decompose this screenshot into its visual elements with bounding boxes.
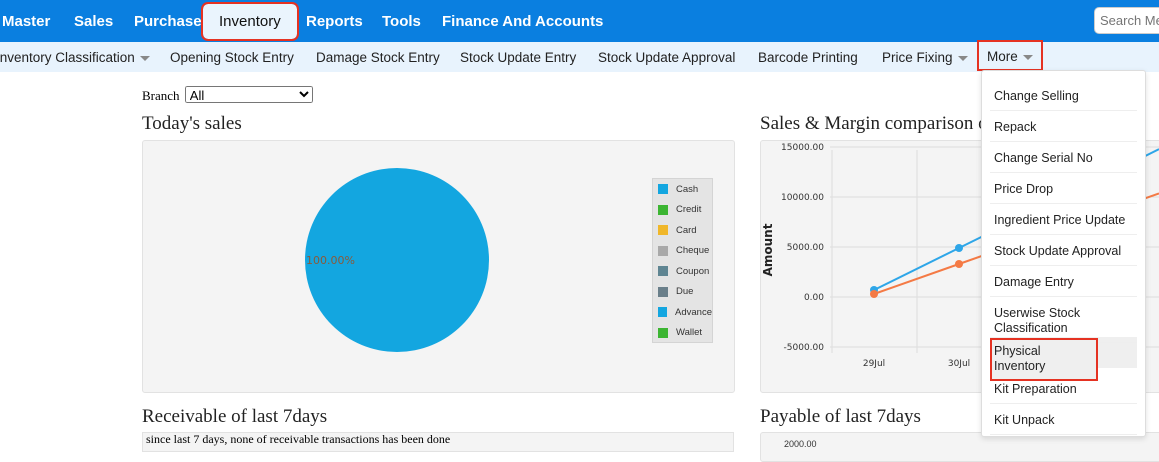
- receivable-message: since last 7 days, none of receivable tr…: [142, 432, 734, 452]
- top-navbar: Master Sales Purchase Inventory Reports …: [0, 0, 1159, 42]
- x-tick-label: 30Jul: [948, 359, 970, 369]
- more-menu-item-ingredient-price-update[interactable]: Ingredient Price Update: [990, 207, 1137, 235]
- sales-margin-title: Sales & Margin comparison of: [760, 113, 994, 134]
- subnav-opening-stock-entry[interactable]: Opening Stock Entry: [170, 50, 294, 65]
- label: More: [987, 49, 1018, 64]
- subnav-stock-update-approval[interactable]: Stock Update Approval: [598, 50, 736, 65]
- label: Inventory Classification: [0, 50, 135, 65]
- legend-label: Wallet: [676, 327, 703, 339]
- legend-swatch: [658, 327, 668, 338]
- legend-label: Cheque: [676, 245, 710, 257]
- legend-label: Coupon: [676, 265, 710, 277]
- caret-down-icon: [1022, 54, 1033, 60]
- nav-reports[interactable]: Reports: [306, 13, 363, 30]
- nav-finance-and-accounts[interactable]: Finance And Accounts: [442, 13, 604, 30]
- branch-select[interactable]: All: [184, 86, 313, 103]
- y-tick-label: 5000.00: [787, 243, 824, 253]
- legend-item-due[interactable]: Due: [653, 282, 712, 303]
- legend-swatch: [658, 286, 668, 297]
- data-point[interactable]: [955, 260, 963, 268]
- nav-inventory[interactable]: Inventory: [201, 2, 299, 41]
- more-menu-item-stock-update-approval[interactable]: Stock Update Approval: [990, 238, 1137, 266]
- legend-item-credit[interactable]: Credit: [653, 200, 712, 221]
- legend-swatch: [658, 184, 668, 195]
- more-menu-item-change-serial-no[interactable]: Change Serial No: [990, 145, 1137, 173]
- caret-down-icon: [957, 55, 968, 61]
- legend-label: Advance: [675, 306, 712, 318]
- label: Price Fixing: [882, 50, 953, 65]
- subnav-barcode-printing[interactable]: Barcode Printing: [758, 50, 858, 65]
- more-menu-item-kit-unpack[interactable]: Kit Unpack: [990, 407, 1137, 435]
- legend-swatch: [658, 204, 668, 215]
- subnav-damage-stock-entry[interactable]: Damage Stock Entry: [316, 50, 440, 65]
- pie-legend: Cash Credit Card Cheque Coupon Due Advance Wall…: [652, 178, 713, 343]
- y-axis-label: Amount: [761, 223, 775, 276]
- search-menu-input[interactable]: [1094, 7, 1159, 34]
- more-menu-item-damage-entry[interactable]: Damage Entry: [990, 269, 1137, 297]
- y-tick-label: 0.00: [804, 293, 824, 303]
- data-point[interactable]: [870, 290, 878, 298]
- more-menu-item-change-selling[interactable]: Change Selling: [990, 83, 1137, 111]
- nav-master[interactable]: Master: [2, 13, 51, 30]
- legend-swatch: [658, 245, 668, 256]
- pie-slice-label: 100.00%: [306, 254, 355, 267]
- sub-navbar: Inventory Classification Opening Stock E…: [0, 40, 1159, 72]
- legend-label: Due: [676, 286, 694, 298]
- subnav-stock-update-entry[interactable]: Stock Update Entry: [460, 50, 577, 65]
- legend-label: Credit: [676, 204, 702, 216]
- subnav-inventory-classification[interactable]: Inventory Classification: [0, 42, 150, 72]
- legend-label: Card: [676, 224, 697, 236]
- nav-tools[interactable]: Tools: [382, 13, 421, 30]
- legend-swatch: [658, 266, 668, 277]
- legend-swatch: [658, 307, 668, 318]
- legend-item-cheque[interactable]: Cheque: [653, 241, 712, 262]
- y-tick-label: 15000.00: [781, 143, 824, 153]
- branch-label: Branch: [142, 88, 180, 103]
- caret-down-icon: [139, 55, 150, 61]
- pie-slice-cash: [305, 168, 489, 352]
- more-menu-item-repack[interactable]: Repack: [990, 114, 1137, 142]
- legend-item-wallet[interactable]: Wallet: [653, 323, 712, 344]
- legend-item-cash[interactable]: Cash: [653, 179, 712, 200]
- legend-item-advance[interactable]: Advance: [653, 302, 712, 323]
- more-menu-item-userwise-stock-classification[interactable]: Userwise Stock Classification: [990, 300, 1137, 343]
- nav-purchase[interactable]: Purchase: [134, 13, 202, 30]
- more-dropdown-menu: Change Selling Repack Change Serial No Pric…: [981, 70, 1146, 437]
- y-tick-label: 10000.00: [781, 193, 824, 203]
- subnav-price-fixing[interactable]: Price Fixing: [882, 42, 968, 72]
- subnav-more[interactable]: More: [977, 40, 1043, 71]
- branch-filter: Branch All: [142, 86, 313, 104]
- legend-item-coupon[interactable]: Coupon: [653, 261, 712, 282]
- x-tick-label: 29Jul: [863, 359, 885, 369]
- nav-sales[interactable]: Sales: [74, 13, 114, 30]
- legend-item-card[interactable]: Card: [653, 220, 712, 241]
- more-menu-item-physical-inventory[interactable]: Physical Inventory: [990, 338, 1098, 381]
- legend-swatch: [658, 225, 668, 236]
- todays-sales-title: Today's sales: [142, 113, 242, 134]
- payable-tick: 2000.00: [784, 439, 817, 449]
- more-menu-item-price-drop[interactable]: Price Drop: [990, 176, 1137, 204]
- pie-chart: 100.00%: [305, 168, 489, 352]
- legend-label: Cash: [676, 183, 699, 195]
- y-tick-label: -5000.00: [784, 343, 825, 353]
- data-point[interactable]: [955, 244, 963, 252]
- payable-title: Payable of last 7days: [760, 406, 921, 427]
- more-menu-item-kit-preparation[interactable]: Kit Preparation: [990, 376, 1137, 404]
- receivable-title: Receivable of last 7days: [142, 406, 328, 427]
